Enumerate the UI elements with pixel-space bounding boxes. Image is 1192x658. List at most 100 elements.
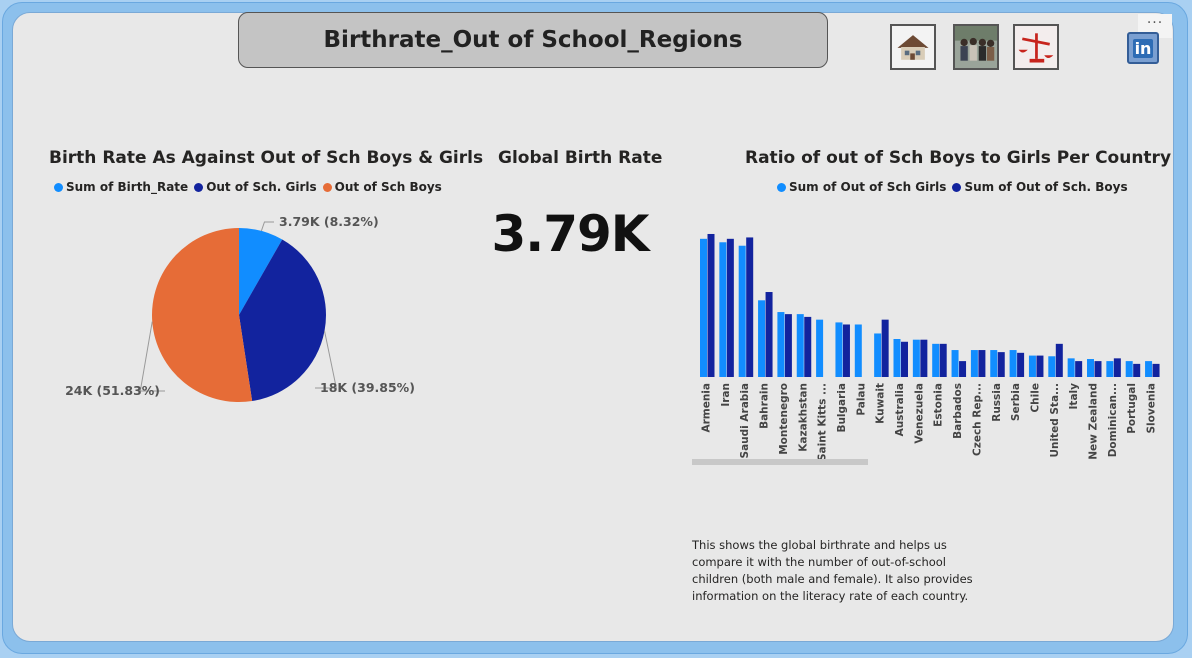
house-icon[interactable] <box>890 24 936 70</box>
x-tick-label: Czech Rep... <box>971 383 983 456</box>
bar[interactable] <box>1028 355 1036 377</box>
bar[interactable] <box>893 339 901 377</box>
pie-slice[interactable] <box>239 239 326 402</box>
bar[interactable] <box>784 314 792 377</box>
bar[interactable] <box>881 319 889 377</box>
bar[interactable] <box>1113 358 1121 377</box>
students-photo-icon[interactable] <box>953 24 999 70</box>
kpi-value: 3.79K <box>491 205 649 263</box>
pie-data-label: 18K (39.85%) <box>320 380 415 395</box>
bar[interactable] <box>707 233 715 377</box>
legend-marker-icon <box>54 182 63 192</box>
pie-leader-line <box>315 330 337 389</box>
pie-data-label: 3.79K (8.32%) <box>279 214 379 229</box>
bar[interactable] <box>932 343 940 377</box>
bar[interactable] <box>1048 356 1056 377</box>
bar[interactable] <box>1075 361 1083 377</box>
bar[interactable] <box>1152 363 1160 377</box>
x-tick-label: Kuwait <box>875 383 887 424</box>
legend-label: Out of Sch Boys <box>334 180 442 194</box>
x-tick-label: Montenegro <box>778 383 790 455</box>
bar[interactable] <box>726 238 734 377</box>
description-text: This shows the global birthrate and help… <box>692 538 973 603</box>
bar-legend: Sum of Out of Sch Girls Sum of Out of Sc… <box>777 180 1134 194</box>
x-tick-label: Serbia <box>1010 383 1022 421</box>
bar[interactable] <box>920 339 928 377</box>
x-tick-label: Chile <box>1029 383 1041 413</box>
legend-marker-icon <box>194 182 204 192</box>
bar[interactable] <box>997 352 1005 377</box>
bar[interactable] <box>970 350 978 377</box>
x-tick-label: United Sta... <box>1049 383 1061 458</box>
chart-scrollbar[interactable] <box>692 459 868 465</box>
x-tick-label: Bahrain <box>759 383 771 429</box>
pie-slice[interactable] <box>151 228 253 402</box>
pie-leader-line <box>260 221 274 232</box>
bar[interactable] <box>854 324 862 377</box>
legend-label: Sum of Out of Sch Girls <box>789 180 947 194</box>
bar[interactable] <box>1087 359 1094 377</box>
x-tick-label: New Zealand <box>1088 383 1100 460</box>
legend-marker-icon <box>952 182 962 192</box>
bar[interactable] <box>1133 363 1141 377</box>
bar[interactable] <box>951 350 959 377</box>
linkedin-icon[interactable]: in <box>1127 32 1159 64</box>
bar[interactable] <box>738 245 746 377</box>
pie-legend: Sum of Birth_Rate Out of Sch. Girls Out … <box>54 180 448 194</box>
x-tick-label: Slovenia <box>1146 383 1158 434</box>
bar[interactable] <box>1106 361 1114 377</box>
bar[interactable] <box>1094 361 1102 377</box>
x-tick-label: Bulgaria <box>836 383 848 433</box>
kpi-title: Global Birth Rate <box>498 148 663 168</box>
linkedin-label: in <box>1132 38 1154 58</box>
bar[interactable] <box>816 319 824 377</box>
x-tick-label: Venezuela <box>913 383 925 444</box>
x-tick-label: Saudi Arabia <box>739 383 751 458</box>
bar[interactable] <box>765 292 773 377</box>
bar[interactable] <box>796 314 804 377</box>
x-tick-label: Barbados <box>952 383 964 439</box>
x-tick-label: Italy <box>1068 383 1080 410</box>
bar[interactable] <box>842 324 850 377</box>
bar[interactable] <box>758 300 766 377</box>
bar[interactable] <box>804 316 812 377</box>
bar[interactable] <box>700 238 707 377</box>
legend-label: Out of Sch. Girls <box>206 180 317 194</box>
bar[interactable] <box>978 350 986 377</box>
x-tick-label: Iran <box>720 383 732 407</box>
x-tick-label: Russia <box>991 383 1003 422</box>
bar[interactable] <box>1067 358 1075 377</box>
bar[interactable] <box>1017 352 1025 377</box>
x-tick-label: Palau <box>855 383 867 416</box>
bar[interactable] <box>746 237 754 377</box>
legend-label: Sum of Birth_Rate <box>66 180 189 194</box>
bar[interactable] <box>719 242 727 377</box>
bar-title: Ratio of out of Sch Boys to Girls Per Co… <box>745 148 1172 168</box>
bar[interactable] <box>1055 343 1063 377</box>
legend-marker-icon <box>777 182 786 192</box>
x-tick-label: Australia <box>894 383 906 436</box>
bar[interactable] <box>835 322 843 377</box>
bar[interactable] <box>1036 355 1044 377</box>
x-tick-label: Kazakhstan <box>797 383 809 452</box>
pie-chart[interactable]: 3.79K (8.32%) 18K (39.85%) 24K (51.83%) <box>0 0 480 440</box>
legend-item-boys: Out of Sch Boys <box>322 180 442 194</box>
x-tick-label: Estonia <box>933 383 945 427</box>
scales-icon[interactable] <box>1013 24 1059 70</box>
bar[interactable] <box>939 343 947 377</box>
pie-slice[interactable] <box>239 228 283 315</box>
bar[interactable] <box>777 312 785 377</box>
bar[interactable] <box>990 350 998 377</box>
bar[interactable] <box>1009 350 1017 377</box>
x-tick-label: Portugal <box>1126 383 1138 434</box>
bar[interactable] <box>1145 361 1153 377</box>
bar[interactable] <box>901 341 908 377</box>
pie-data-label: 24K (51.83%) <box>65 383 160 398</box>
bar[interactable] <box>959 361 967 377</box>
bar[interactable] <box>874 333 882 377</box>
pie-leader-line <box>139 321 165 392</box>
bar-chart[interactable]: Armenia Iran Saudi Arabia Bahrain Montenegro… <box>680 200 1172 470</box>
legend-item-birth-rate: Sum of Birth_Rate <box>54 180 188 194</box>
bar[interactable] <box>1125 361 1133 377</box>
bar[interactable] <box>912 339 920 377</box>
